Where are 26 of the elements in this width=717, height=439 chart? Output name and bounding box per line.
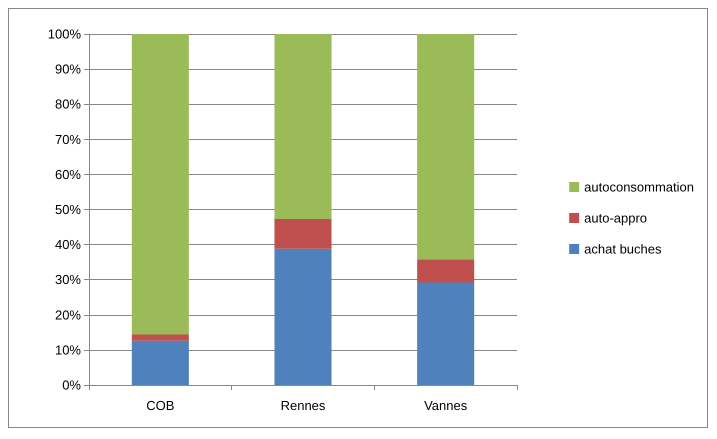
y-tick-label: 10% xyxy=(54,342,82,358)
x-tick-label: Rennes xyxy=(280,398,326,413)
x-tick-label: COB xyxy=(146,398,174,413)
y-tick-label: 0% xyxy=(62,378,82,392)
y-tick-label: 60% xyxy=(54,166,82,182)
bar xyxy=(274,34,332,219)
legend-label: auto-appro xyxy=(584,210,648,226)
bar xyxy=(417,259,474,283)
y-tick-label: 40% xyxy=(54,237,82,252)
bar xyxy=(274,218,332,249)
bar xyxy=(132,340,189,385)
bar xyxy=(132,34,189,334)
bar xyxy=(417,282,474,385)
x-tick-label: Vannes xyxy=(424,398,468,413)
bar xyxy=(274,248,332,385)
bar xyxy=(132,334,189,341)
y-tick-label: 30% xyxy=(54,272,82,288)
y-tick-label: 100% xyxy=(48,26,82,42)
y-tick-label: 70% xyxy=(54,132,82,147)
y-tick-label: 50% xyxy=(54,202,82,217)
y-tick-label: 90% xyxy=(54,62,82,77)
legend-label: achat buches xyxy=(584,242,662,256)
y-tick-label: 20% xyxy=(54,307,82,322)
y-tick-label: 80% xyxy=(54,96,82,112)
legend-label: autoconsommation xyxy=(584,180,694,194)
bar xyxy=(417,34,474,260)
